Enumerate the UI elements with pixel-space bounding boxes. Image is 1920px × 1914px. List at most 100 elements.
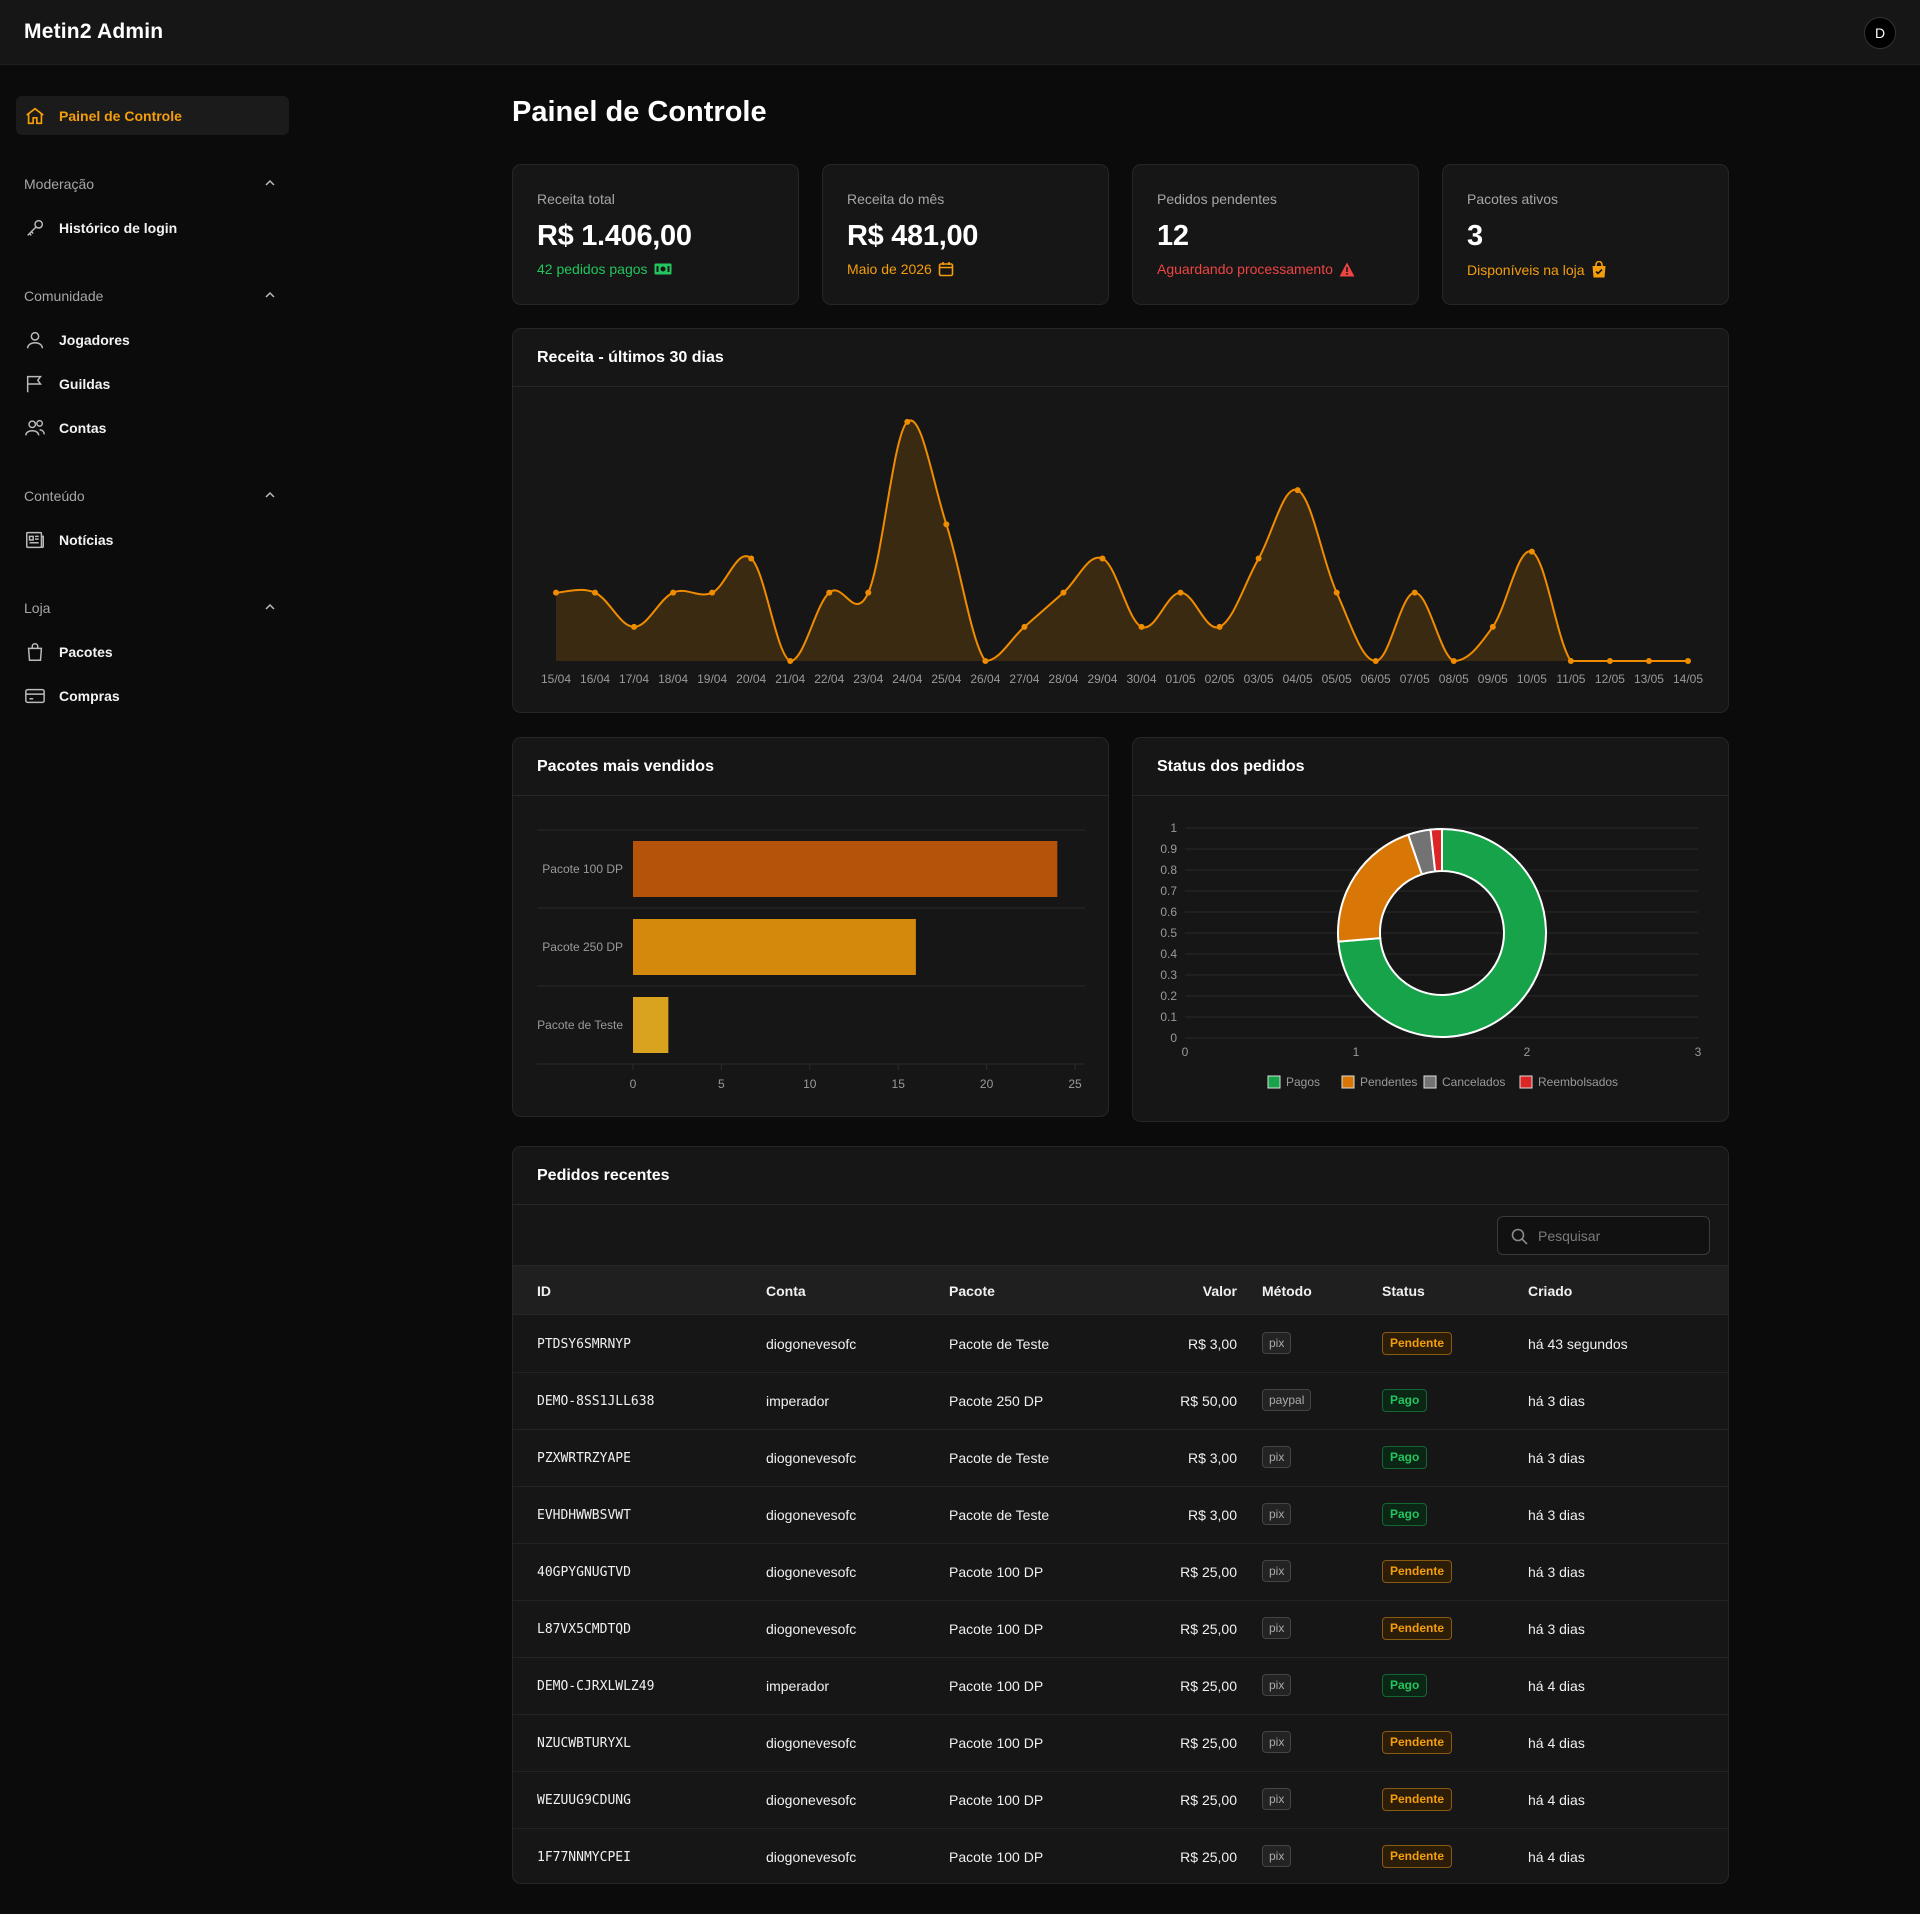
sidebar-item-label: Notícias: [59, 532, 114, 548]
group-label-loja[interactable]: Loja: [24, 600, 51, 616]
table-row[interactable]: L87VX5CMDTQD diogonevesofc Pacote 100 DP R$…: [513, 1601, 1728, 1658]
revenue-point[interactable]: [1567, 658, 1574, 664]
revenue-point[interactable]: [592, 589, 599, 596]
revenue-point[interactable]: [787, 658, 794, 664]
order-created: há 3 dias: [1528, 1507, 1585, 1523]
revenue-point[interactable]: [1333, 589, 1340, 596]
home-icon: [26, 107, 44, 125]
legend-label[interactable]: Pendentes: [1360, 1075, 1417, 1089]
sidebar-item-purchases[interactable]: Compras: [24, 685, 120, 707]
sidebar-item-packages[interactable]: Pacotes: [24, 641, 113, 663]
x-tick-label: 23/04: [853, 672, 883, 686]
legend-label[interactable]: Cancelados: [1442, 1075, 1505, 1089]
column-header-account[interactable]: Conta: [766, 1283, 806, 1299]
order-id: 1F77NNMYCPEI: [537, 1850, 631, 1865]
revenue-point[interactable]: [865, 589, 872, 596]
x-tick-label: 19/04: [697, 672, 727, 686]
revenue-point[interactable]: [1645, 658, 1652, 664]
sidebar-item-guilds[interactable]: Guildas: [24, 373, 110, 395]
credit-card-icon: [25, 688, 45, 704]
revenue-point[interactable]: [826, 589, 833, 596]
order-value: R$ 25,00: [1180, 1621, 1237, 1637]
table-row[interactable]: DEMO-8SS1JLL638 imperador Pacote 250 DP R$ …: [513, 1373, 1728, 1430]
sidebar-item-dashboard[interactable]: [16, 96, 289, 135]
bar[interactable]: [633, 841, 1058, 897]
revenue-point[interactable]: [1060, 589, 1067, 596]
sidebar-item-dashboard-link[interactable]: Painel de Controle: [24, 105, 182, 127]
bar[interactable]: [633, 997, 669, 1053]
search-input[interactable]: [1538, 1226, 1698, 1246]
revenue-point[interactable]: [709, 589, 716, 596]
order-account: diogonevesofc: [766, 1792, 857, 1808]
avatar[interactable]: D: [1864, 17, 1896, 49]
stat-sub: 42 pedidos pagos: [537, 261, 672, 277]
chevron-up-icon[interactable]: [264, 489, 276, 501]
revenue-point[interactable]: [982, 658, 989, 664]
revenue-point[interactable]: [1099, 555, 1106, 562]
chevron-up-icon[interactable]: [264, 601, 276, 613]
chevron-up-icon[interactable]: [264, 177, 276, 189]
x-tick-label: 20: [980, 1077, 994, 1091]
column-header-id[interactable]: ID: [537, 1283, 551, 1299]
revenue-point[interactable]: [553, 589, 559, 596]
y-tick-label: 0.3: [1160, 968, 1177, 982]
table-row[interactable]: PZXWRTRZYAPE diogonevesofc Pacote de Teste…: [513, 1430, 1728, 1487]
sidebar-item-login-history[interactable]: Histórico de login: [24, 217, 177, 239]
column-header-value[interactable]: Valor: [1202, 1283, 1237, 1299]
table-row[interactable]: PTDSY6SMRNYP diogonevesofc Pacote de Teste…: [513, 1316, 1728, 1373]
column-header-status[interactable]: Status: [1382, 1283, 1425, 1299]
revenue-point[interactable]: [1489, 623, 1496, 630]
revenue-point[interactable]: [943, 521, 950, 528]
y-tick-label: 0.1: [1160, 1010, 1177, 1024]
revenue-point[interactable]: [1294, 487, 1301, 494]
legend-label[interactable]: Reembolsados: [1538, 1075, 1618, 1089]
table-row[interactable]: EVHDHWWBSVWT diogonevesofc Pacote de Teste…: [513, 1487, 1728, 1544]
revenue-point[interactable]: [1255, 555, 1262, 562]
table-row[interactable]: 40GPYGNUGTVD diogonevesofc Pacote 100 DP R$…: [513, 1544, 1728, 1601]
slice[interactable]: [1429, 827, 1443, 873]
stat-sub-text: Disponíveis na loja: [1467, 261, 1585, 278]
bar[interactable]: [633, 919, 916, 975]
revenue-point[interactable]: [1216, 623, 1223, 630]
search-box[interactable]: [1497, 1216, 1710, 1255]
sidebar-item-news[interactable]: Notícias: [24, 529, 113, 551]
sidebar-item-accounts[interactable]: Contas: [24, 417, 106, 439]
revenue-point[interactable]: [904, 418, 911, 425]
revenue-point[interactable]: [1177, 589, 1184, 596]
slice[interactable]: [1337, 827, 1547, 1038]
app-title[interactable]: Metin2 Admin: [24, 20, 164, 43]
group-label-moderacao[interactable]: Moderação: [24, 176, 95, 192]
column-header-method[interactable]: Método: [1262, 1283, 1312, 1299]
sidebar-item-label: Pacotes: [59, 644, 113, 660]
legend-label[interactable]: Pagos: [1286, 1075, 1320, 1089]
column-header-package[interactable]: Pacote: [949, 1283, 995, 1299]
slice[interactable]: [1337, 833, 1424, 943]
revenue-point[interactable]: [1528, 548, 1535, 555]
revenue-point[interactable]: [1685, 658, 1691, 664]
group-label-conteudo[interactable]: Conteúdo: [24, 488, 85, 504]
sidebar-item-players[interactable]: Jogadores: [24, 329, 130, 351]
revenue-point[interactable]: [631, 623, 638, 630]
revenue-point[interactable]: [1021, 623, 1028, 630]
revenue-point[interactable]: [748, 555, 755, 562]
revenue-point[interactable]: [1606, 658, 1613, 664]
table-row[interactable]: NZUCWBTURYXL diogonevesofc Pacote 100 DP R$…: [513, 1715, 1728, 1772]
method-pill: pix: [1262, 1503, 1292, 1525]
newspaper-icon: [26, 531, 44, 549]
revenue-point[interactable]: [1372, 658, 1379, 664]
table-row[interactable]: 1F77NNMYCPEI diogonevesofc Pacote 100 DP R$…: [513, 1829, 1728, 1883]
order-value: R$ 3,00: [1187, 1450, 1237, 1466]
revenue-point[interactable]: [1450, 658, 1457, 664]
revenue-point[interactable]: [1411, 589, 1418, 596]
stat-value: R$ 1.406,00: [537, 220, 692, 252]
x-tick-label: 18/04: [658, 672, 688, 686]
revenue-point[interactable]: [670, 589, 677, 596]
group-label-comunidade[interactable]: Comunidade: [24, 288, 104, 304]
column-header-created[interactable]: Criado: [1528, 1283, 1573, 1299]
table-row[interactable]: WEZUUG9CDUNG diogonevesofc Pacote 100 DP R$…: [513, 1772, 1728, 1829]
stat-sub-text: 42 pedidos pagos: [537, 261, 648, 277]
table-row[interactable]: DEMO-CJRXLWLZ49 imperador Pacote 100 DP R$ …: [513, 1658, 1728, 1715]
order-value: R$ 25,00: [1180, 1735, 1237, 1751]
revenue-point[interactable]: [1138, 623, 1145, 630]
chevron-up-icon[interactable]: [264, 289, 276, 301]
